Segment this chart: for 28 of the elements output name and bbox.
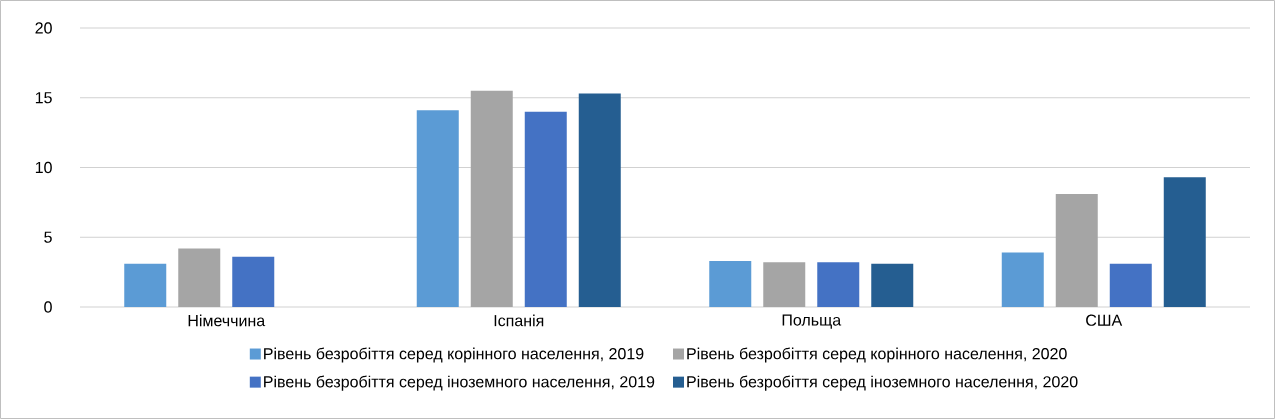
bar bbox=[524, 111, 567, 307]
bar bbox=[470, 90, 513, 307]
bar bbox=[709, 260, 752, 307]
legend-label: Рівень безробіття серед корінного населення, 2020 bbox=[687, 347, 1067, 363]
bar bbox=[232, 256, 275, 307]
y-tick-label: 10 bbox=[35, 161, 52, 174]
x-tick-label: США bbox=[1086, 314, 1123, 326]
bar bbox=[871, 263, 914, 307]
bar bbox=[578, 93, 621, 307]
bar bbox=[416, 110, 459, 307]
legend-label: Рівень безробіття серед іноземного населення, 2020 bbox=[687, 375, 1078, 391]
bar bbox=[817, 262, 860, 307]
bar bbox=[124, 263, 167, 307]
bar bbox=[1055, 194, 1098, 307]
x-tick-label: Польща bbox=[782, 314, 842, 329]
x-tick-label: Іспанія bbox=[494, 314, 544, 327]
bar bbox=[763, 262, 806, 307]
legend-label: Рівень безробіття серед корінного населення, 2019 bbox=[264, 347, 644, 363]
y-tick-label: 15 bbox=[35, 92, 52, 104]
y-tick-label: 20 bbox=[35, 22, 52, 34]
legend-label: Рівень безробіття серед іноземного населення, 2019 bbox=[264, 375, 655, 391]
y-tick-label: 0 bbox=[44, 301, 52, 313]
bar bbox=[1001, 252, 1044, 307]
y-tick-label: 5 bbox=[44, 231, 52, 243]
x-tick-label: Німеччина bbox=[188, 314, 266, 327]
bar bbox=[1163, 177, 1206, 307]
bar bbox=[178, 248, 221, 307]
bar bbox=[1109, 263, 1152, 307]
